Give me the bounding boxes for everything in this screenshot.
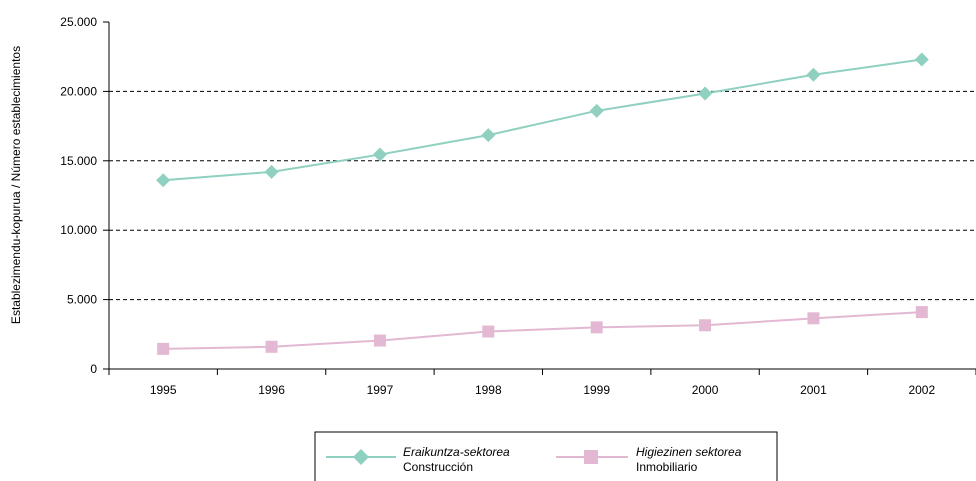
- data-point-square: [373, 334, 386, 347]
- data-point-diamond: [264, 164, 279, 179]
- y-axis-ticks: 0 5.000 10.000 15.000 20.000 25.000: [60, 15, 109, 376]
- series-line-0: [163, 58, 922, 182]
- legend-marker-square-icon: [584, 450, 598, 464]
- series-line-1: [163, 311, 922, 350]
- data-point-diamond: [156, 173, 171, 188]
- x-tick-label: 1997: [367, 383, 394, 397]
- data-point-square: [265, 340, 278, 353]
- data-point-diamond: [806, 67, 821, 82]
- legend-label-inmobiliario-es: Inmobiliario: [636, 460, 698, 474]
- x-tick-label: 2002: [908, 383, 935, 397]
- data-point-square: [699, 319, 712, 332]
- legend-label-construction-es: Construcción: [403, 460, 473, 474]
- x-tick-label: 2000: [692, 383, 719, 397]
- data-point-diamond: [481, 128, 496, 143]
- legend-label-inmobiliario-eu: Higiezinen sektorea: [636, 445, 742, 459]
- x-axis-ticks: 1995 1996 1997 1998 1999 2000 2001 2002: [108, 369, 976, 397]
- x-tick-label: 1998: [475, 383, 502, 397]
- data-point-square: [482, 325, 495, 338]
- y-tick-label: 10.000: [60, 223, 97, 237]
- y-axis-label: Establezimendu-kopurua / Número establec…: [9, 46, 23, 324]
- data-point-square: [157, 342, 170, 355]
- grid-lines: [109, 90, 976, 301]
- data-point-diamond: [698, 86, 713, 101]
- legend: Eraikuntza-sektorea Construcción Higiezi…: [314, 431, 778, 481]
- x-tick-label: 1996: [258, 383, 285, 397]
- data-point-square: [590, 321, 603, 334]
- y-tick-label: 5.000: [67, 293, 97, 307]
- x-tick-label: 1995: [150, 383, 177, 397]
- y-tick-label: 15.000: [60, 154, 97, 168]
- y-tick-label: 0: [90, 362, 97, 376]
- data-point-diamond: [914, 52, 929, 67]
- data-point-square: [915, 306, 928, 319]
- series-group: [156, 52, 929, 355]
- y-tick-label: 25.000: [60, 15, 97, 29]
- x-tick-label: 2001: [800, 383, 827, 397]
- y-tick-label: 20.000: [60, 84, 97, 98]
- x-tick-label: 1999: [583, 383, 610, 397]
- data-point-square: [807, 312, 820, 325]
- data-point-diamond: [372, 147, 387, 162]
- data-point-diamond: [589, 103, 604, 118]
- legend-label-construction-eu: Eraikuntza-sektorea: [403, 445, 510, 459]
- legend-marker-diamond-icon: [353, 449, 369, 465]
